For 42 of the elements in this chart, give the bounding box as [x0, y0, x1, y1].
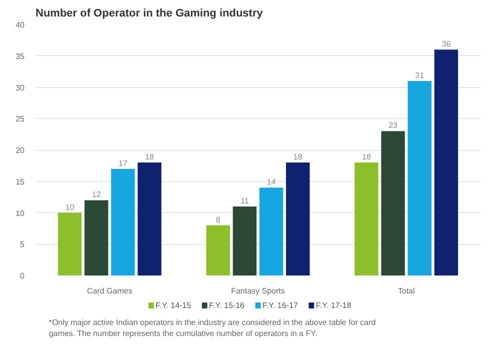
legend-label: F.Y. 17-18	[316, 301, 352, 310]
data-label: 8	[216, 215, 221, 224]
x-tick-label: Total	[398, 286, 416, 296]
y-tick-label: 40	[16, 20, 26, 30]
bar	[206, 225, 230, 276]
bar	[434, 50, 458, 276]
data-label: 10	[65, 202, 75, 212]
chart-title: Number of Operator in the Gaming industry	[36, 8, 264, 20]
legend-label: F.Y. 16-17	[262, 301, 298, 310]
data-label: 12	[92, 190, 102, 200]
x-tick-label: Fantasy Sports	[231, 286, 285, 296]
text: *Only major active Indian operators in the industry are considered in the above table for card games. The number represents the cumulative number of operators in a FY.	[48, 318, 376, 338]
data-label: 36	[442, 40, 452, 49]
data-label: 23	[388, 121, 398, 130]
bar	[286, 162, 310, 276]
data-label: 17	[118, 158, 128, 168]
bar	[58, 212, 82, 276]
bar	[111, 168, 135, 276]
x-tick-label: Card Games	[86, 286, 132, 296]
bar	[84, 200, 108, 276]
y-tick-label: 20	[16, 146, 26, 155]
legend-label: F.Y. 15-16	[209, 301, 246, 310]
bar	[138, 162, 162, 276]
bar	[259, 188, 284, 276]
data-label: 31	[415, 70, 425, 80]
data-label: 11	[240, 196, 250, 206]
data-label: 18	[145, 152, 155, 162]
y-tick-label: 5	[20, 240, 26, 250]
legend-label: F.Y. 14-15	[156, 301, 192, 310]
bar	[354, 162, 378, 276]
y-tick-label: 0	[20, 272, 26, 280]
data-label: 18	[362, 152, 372, 162]
data-label: 14	[266, 178, 276, 187]
bar	[381, 131, 405, 276]
y-tick-label: 15	[16, 177, 26, 186]
bar	[232, 206, 257, 276]
y-tick-label: 30	[16, 83, 26, 92]
y-tick-label: 35	[16, 52, 26, 61]
y-tick-label: 25	[16, 114, 26, 124]
data-label: 18	[293, 152, 303, 162]
bar	[408, 80, 432, 276]
y-tick-label: 10	[16, 208, 26, 218]
